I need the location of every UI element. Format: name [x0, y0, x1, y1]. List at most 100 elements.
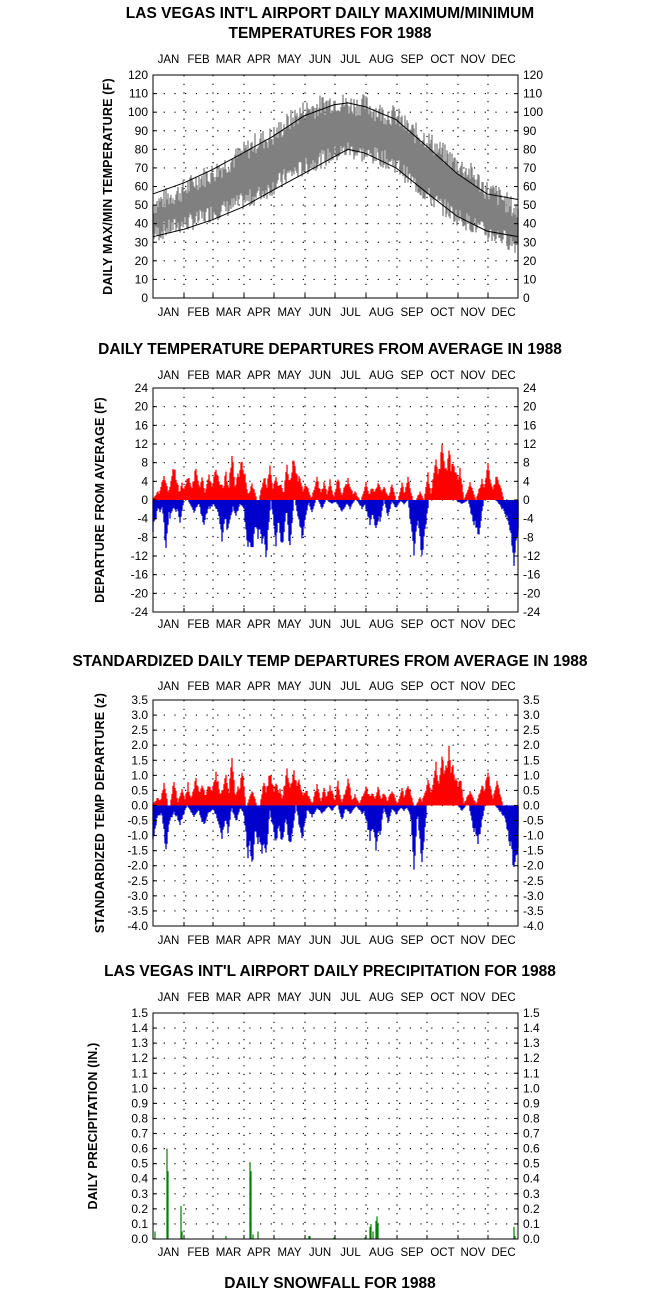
y-tick-label-left: 0.0: [131, 798, 148, 812]
y-tick-label-left: 2.0: [131, 738, 148, 752]
month-label-top: DEC: [491, 681, 515, 693]
month-label-bottom: APR: [247, 1247, 271, 1259]
y-tick-label-right: 0.0: [523, 1232, 540, 1246]
month-label-bottom: APR: [247, 935, 271, 947]
month-label-bottom: MAR: [216, 1247, 242, 1259]
y-tick-label-left: 0.1: [131, 1217, 148, 1231]
month-label-bottom: JAN: [158, 935, 180, 947]
y-tick-label-left: 0: [141, 493, 148, 507]
y-tick-label-right: 3.5: [523, 693, 540, 707]
y-tick-label-right: 8: [523, 456, 530, 470]
month-label-top: NOV: [461, 54, 486, 66]
y-tick-label-left: 8: [141, 456, 148, 470]
month-label-top: NOV: [461, 992, 486, 1004]
y-tick-label-right: -3.5: [523, 904, 544, 918]
y-tick-label-left: 30: [135, 235, 149, 249]
y-tick-label-left: 1.3: [131, 1036, 148, 1050]
month-label-top: MAY: [277, 54, 301, 66]
y-tick-label-left: -3.0: [127, 889, 148, 903]
y-tick-label-right: 0.7: [523, 1127, 540, 1141]
y-tick-label-left: 120: [128, 68, 148, 82]
y-tick-label-left: -4: [137, 512, 148, 526]
y-tick-label-left: 0.0: [131, 1232, 148, 1246]
month-label-bottom: MAR: [216, 935, 242, 947]
month-label-top: MAY: [277, 992, 301, 1004]
month-label-bottom: SEP: [400, 619, 423, 631]
month-label-top: AUG: [369, 992, 394, 1004]
y-tick-label-left: -2.0: [127, 859, 148, 873]
month-label-top: DEC: [491, 54, 515, 66]
y-tick-label-right: 0.8: [523, 1111, 540, 1125]
month-label-bottom: MAY: [277, 307, 301, 319]
month-label-bottom: JUL: [340, 619, 361, 631]
y-tick-label-left: 0.5: [131, 783, 148, 797]
y-tick-label-right: 0.4: [523, 1172, 540, 1186]
y-tick-label-right: 20: [523, 400, 537, 414]
y-tick-label-left: 1.1: [131, 1066, 148, 1080]
month-label-bottom: OCT: [430, 935, 454, 947]
y-tick-label-right: -20: [523, 586, 541, 600]
y-tick-label-right: 12: [523, 437, 537, 451]
month-label-bottom: MAY: [277, 1247, 301, 1259]
month-label-top: OCT: [430, 992, 454, 1004]
normal-min-line: [152, 148, 519, 238]
y-tick-label-right: 100: [523, 105, 543, 119]
y-tick-label-left: 110: [129, 87, 148, 101]
month-label-top: JUL: [340, 992, 361, 1004]
month-label-bottom: AUG: [369, 1247, 394, 1259]
chart-dep: DAILY TEMPERATURE DEPARTURES FROM AVERAG…: [93, 341, 562, 631]
month-label-top: MAY: [277, 681, 301, 693]
y-tick-label-right: 1.2: [523, 1051, 540, 1065]
y-tick-label-right: 110: [523, 87, 542, 101]
month-label-top: APR: [247, 54, 271, 66]
y-tick-label-left: 0.4: [131, 1172, 148, 1186]
y-tick-label-left: 1.4: [131, 1021, 148, 1035]
y-tick-label-left: 2.5: [131, 723, 148, 737]
y-tick-label-left: 0.5: [131, 1157, 148, 1171]
y-tick-label-right: 20: [523, 254, 537, 268]
y-tick-label-left: 16: [135, 418, 149, 432]
chart-std: STANDARDIZED DAILY TEMP DEPARTURES FROM …: [72, 653, 587, 947]
y-tick-label-right: 0.0: [523, 798, 540, 812]
y-tick-label-left: -24: [131, 605, 149, 619]
chart-precip: LAS VEGAS INT'L AIRPORT DAILY PRECIPITAT…: [86, 963, 556, 1259]
y-tick-label-left: 10: [135, 272, 149, 286]
y-tick-label-left: -0.5: [127, 814, 148, 828]
y-tick-label-left: 20: [135, 400, 149, 414]
y-tick-label-right: 0.2: [523, 1202, 540, 1216]
y-tick-label-right: -1.5: [523, 844, 544, 858]
y-tick-label-right: 0.5: [523, 1157, 540, 1171]
month-label-top: SEP: [400, 992, 423, 1004]
y-tick-label-left: 0.3: [131, 1187, 148, 1201]
month-label-top: OCT: [430, 681, 454, 693]
y-tick-label-left: 0.2: [131, 1202, 148, 1216]
month-label-top: FEB: [187, 54, 210, 66]
month-label-bottom: OCT: [430, 1247, 454, 1259]
month-label-bottom: MAR: [216, 619, 242, 631]
month-label-bottom: NOV: [461, 935, 486, 947]
month-label-bottom: JUN: [309, 307, 331, 319]
month-label-bottom: AUG: [369, 935, 394, 947]
y-tick-label-right: 2.0: [523, 738, 540, 752]
y-tick-label-right: -8: [523, 530, 534, 544]
y-tick-label-right: 40: [523, 217, 537, 231]
month-label-top: MAR: [216, 370, 242, 382]
y-tick-label-left: 70: [135, 161, 149, 175]
normal-max-line: [152, 102, 519, 201]
month-label-bottom: APR: [247, 619, 271, 631]
month-label-bottom: OCT: [430, 307, 454, 319]
month-label-bottom: APR: [247, 307, 271, 319]
month-label-top: NOV: [461, 370, 486, 382]
month-label-bottom: FEB: [187, 619, 210, 631]
month-label-bottom: MAY: [277, 935, 301, 947]
month-label-bottom: DEC: [491, 307, 515, 319]
month-label-bottom: NOV: [461, 1247, 486, 1259]
y-tick-label-left: -16: [131, 568, 149, 582]
y-tick-label-left: 0.6: [131, 1142, 148, 1156]
month-label-bottom: JUN: [309, 1247, 331, 1259]
y-tick-label-left: -4.0: [127, 919, 148, 933]
month-label-top: DEC: [491, 370, 515, 382]
month-label-top: DEC: [491, 992, 515, 1004]
month-label-bottom: MAR: [216, 307, 242, 319]
